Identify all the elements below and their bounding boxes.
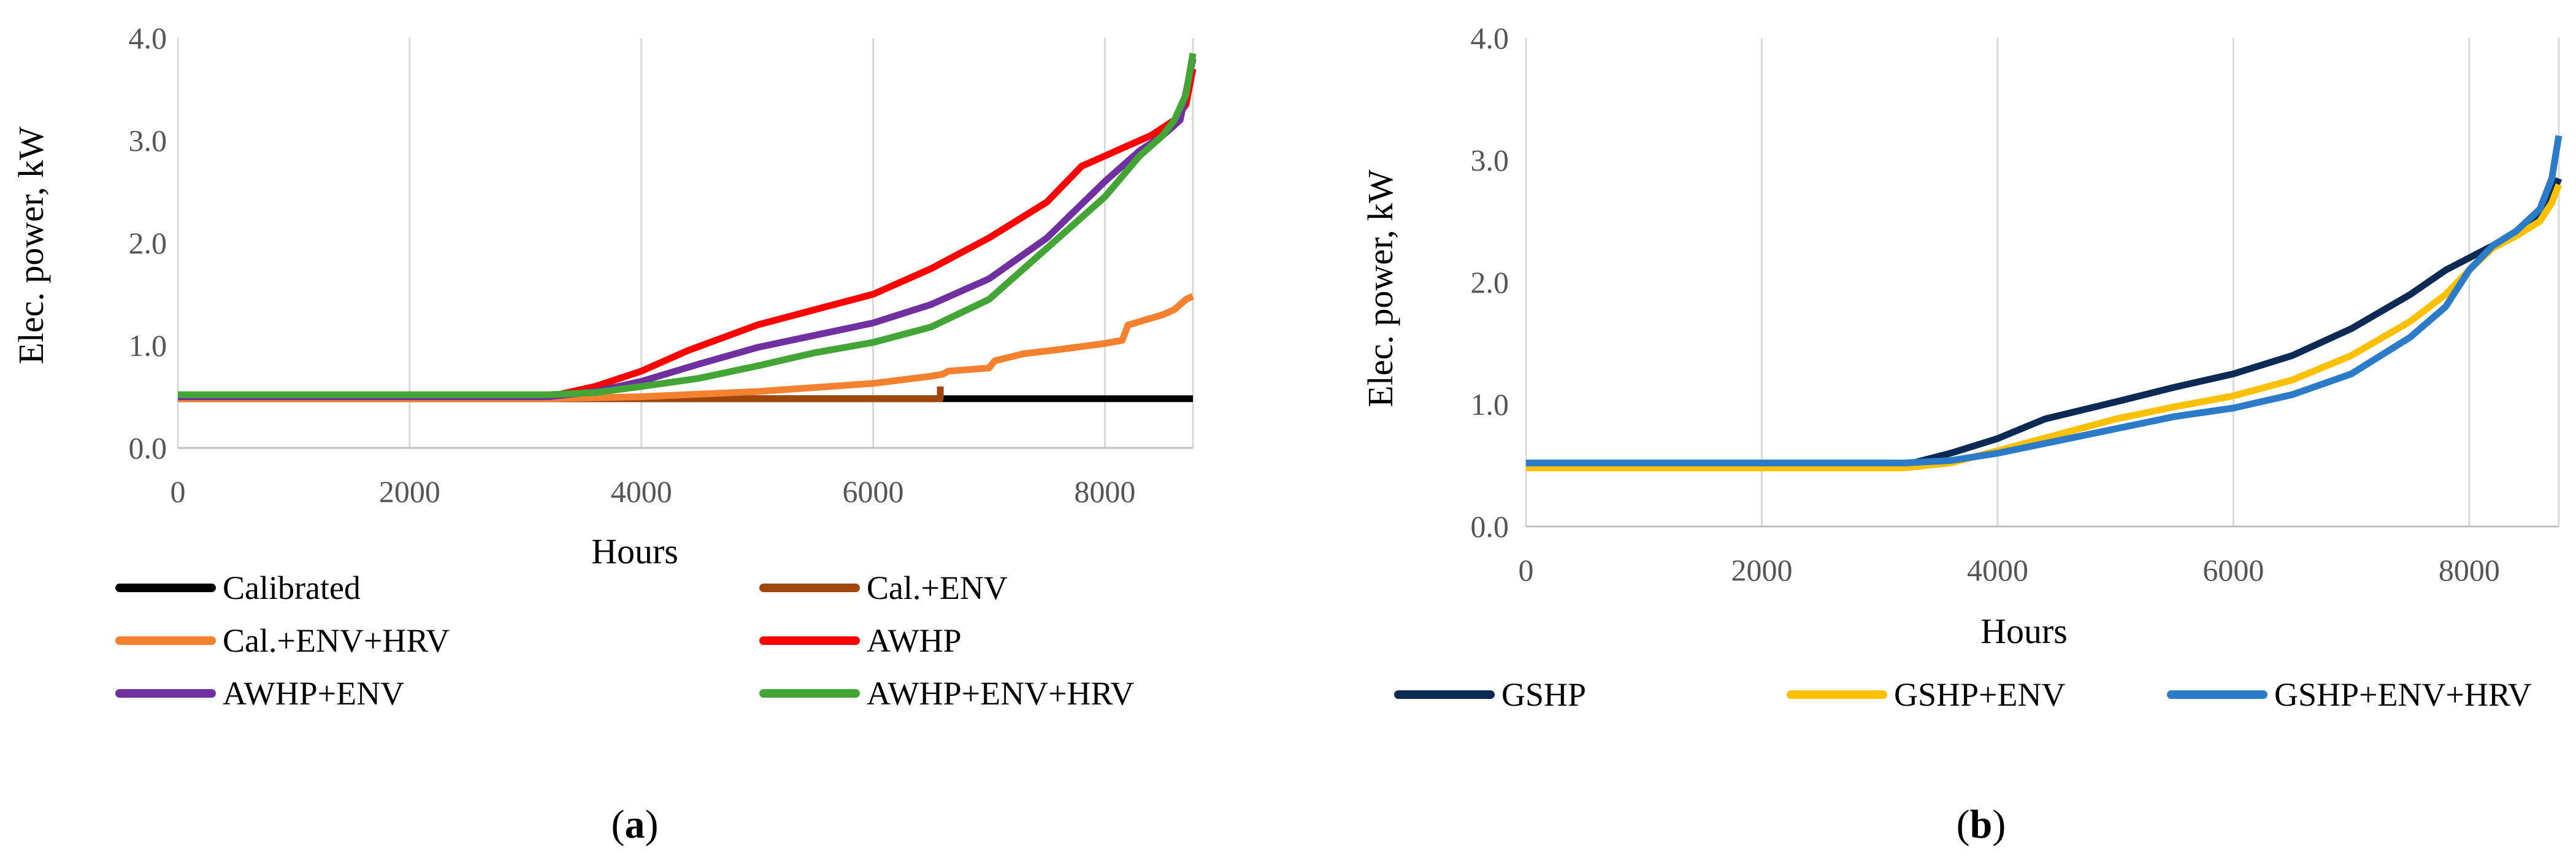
chart-panel-b: 0.0 1.0 2.0 3.0 4.0 0 2000 4000 6000 8000 Elec. … bbox=[1360, 21, 2563, 847]
y-tick-label: 0.0 bbox=[129, 431, 167, 465]
legend-label: GSHP bbox=[1501, 676, 1586, 713]
x-tick-label: 4000 bbox=[611, 474, 672, 509]
x-tick-label: 0 bbox=[1519, 553, 1534, 587]
legend-label: GSHP+ENV bbox=[1894, 676, 2066, 713]
legend-item: Cal.+ENV bbox=[759, 569, 1008, 606]
legend-item: AWHP+ENV bbox=[115, 675, 404, 712]
series-line-awhp-env-hrv bbox=[178, 53, 1197, 398]
y-tick-label: 4.0 bbox=[1471, 21, 1509, 55]
x-tick-label: 8000 bbox=[1074, 474, 1135, 509]
series-line-gshp-env-hrv bbox=[1526, 135, 2563, 466]
series-line-awhp-env bbox=[178, 58, 1197, 400]
legend-item: Calibrated bbox=[115, 569, 361, 606]
x-tick-label: 0 bbox=[171, 474, 186, 509]
legend-label: AWHP bbox=[867, 622, 962, 659]
series-line-awhp bbox=[178, 68, 1197, 400]
legend-item: AWHP bbox=[759, 622, 962, 659]
legend-item: GSHP bbox=[1394, 676, 1586, 713]
series-line-gshp-env bbox=[1526, 183, 2563, 471]
legend-item: GSHP+ENV+HRV bbox=[2167, 676, 2532, 713]
y-tick-label: 3.0 bbox=[129, 123, 167, 158]
x-axis-label-b: Hours bbox=[1980, 611, 2068, 651]
legend-a: Calibrated Cal.+ENV Cal.+ENV+HRV AWHP AWHP+E… bbox=[115, 569, 1134, 712]
y-tick-label: 1.0 bbox=[129, 328, 167, 363]
y-tick-label: 0.0 bbox=[1471, 509, 1509, 544]
y-tick-label: 2.0 bbox=[1471, 265, 1509, 299]
x-tick-label: 4000 bbox=[1967, 553, 2028, 587]
legend-label: AWHP+ENV bbox=[223, 675, 404, 712]
y-axis-label-a: Elec. power, kW bbox=[11, 126, 51, 364]
legend-item: Cal.+ENV+HRV bbox=[115, 622, 450, 659]
y-tick-label: 2.0 bbox=[129, 226, 167, 260]
legend-item: AWHP+ENV+HRV bbox=[759, 675, 1134, 712]
panel-label-a: (a) bbox=[611, 802, 659, 847]
x-axis-label-a: Hours bbox=[591, 531, 678, 571]
legend-label: GSHP+ENV+HRV bbox=[2274, 676, 2532, 713]
series-line-cal-env-hrv bbox=[178, 293, 1195, 403]
panel-label-b: (b) bbox=[1957, 802, 2006, 847]
x-tick-label: 6000 bbox=[843, 474, 904, 509]
x-tick-label: 2000 bbox=[379, 474, 440, 509]
y-tick-label: 3.0 bbox=[1471, 143, 1509, 177]
x-tick-label: 6000 bbox=[2202, 553, 2264, 587]
chart-panel-a: 0.0 1.0 2.0 3.0 4.0 0 2000 4000 6000 8000 Elec. … bbox=[11, 21, 1197, 847]
legend-label: Calibrated bbox=[223, 569, 361, 606]
y-tick-label: 1.0 bbox=[1471, 387, 1509, 422]
legend-label: Cal.+ENV bbox=[867, 569, 1008, 606]
y-tick-label: 4.0 bbox=[129, 21, 167, 55]
legend-b: GSHP GSHP+ENV GSHP+ENV+HRV bbox=[1394, 676, 2532, 713]
x-tick-label: 2000 bbox=[1731, 553, 1792, 587]
y-axis-label-b: Elec. power, kW bbox=[1360, 169, 1400, 407]
legend-label: AWHP+ENV+HRV bbox=[867, 675, 1134, 712]
legend-item: GSHP+ENV bbox=[1787, 676, 2066, 713]
legend-label: Cal.+ENV+HRV bbox=[223, 622, 450, 659]
x-tick-label: 8000 bbox=[2439, 553, 2500, 587]
